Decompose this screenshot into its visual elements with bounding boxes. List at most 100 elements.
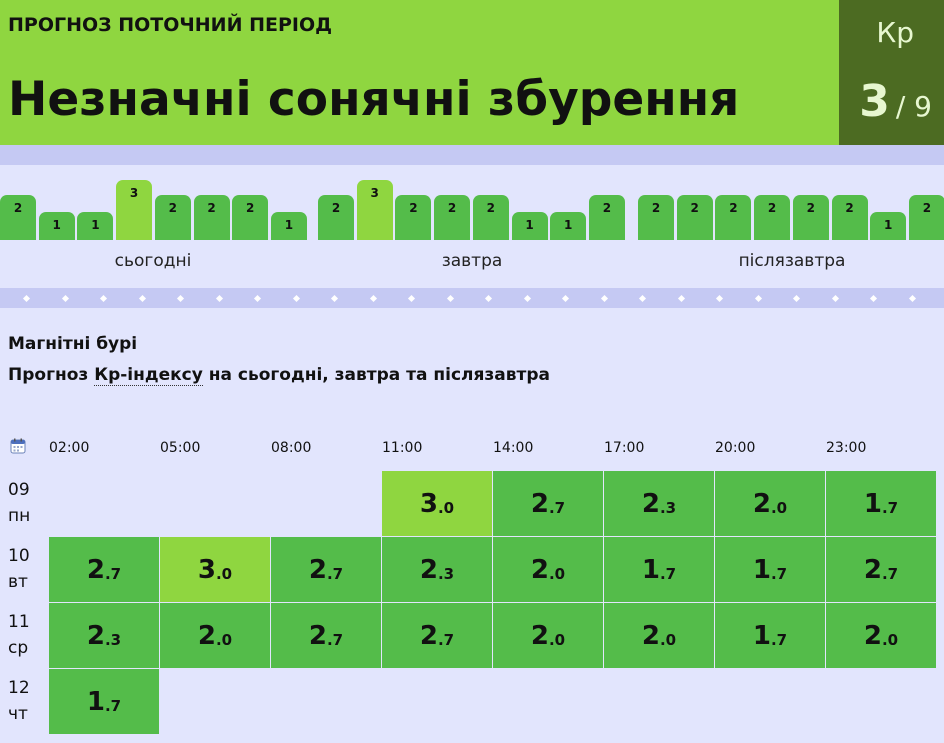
forecast-bar: 1 (870, 212, 907, 240)
forecast-bar: 1 (550, 212, 587, 240)
day-label: післязавтра (738, 251, 846, 271)
forecast-bar: 2 (588, 195, 625, 240)
divider-dot (677, 294, 685, 303)
kp-cell-int: 1 (641, 554, 660, 585)
divider-dot (369, 294, 377, 303)
forecast-bar: 2 (715, 195, 752, 240)
kp-cell-frac: .3 (104, 630, 122, 649)
divider-dot (754, 294, 762, 303)
forecast-bar-value: 1 (284, 218, 294, 232)
kp-cell: 2.0 (493, 537, 603, 602)
divider-dot (715, 294, 724, 303)
kp-cell-frac: .7 (104, 564, 122, 583)
kp-cell: 2.7 (493, 471, 603, 536)
kp-max: / 9 (895, 90, 932, 123)
divider-dot (869, 294, 878, 303)
subtitle-prefix: Прогноз (8, 365, 95, 385)
divider-dot (215, 294, 223, 303)
forecast-bar-value: 2 (486, 201, 495, 215)
divider-dot (99, 294, 108, 303)
dotted-divider (0, 288, 944, 308)
kp-cell: 2.7 (271, 537, 381, 602)
kp-cell-frac: .7 (770, 564, 788, 583)
forecast-bar: 1 (270, 212, 307, 240)
forecast-bar-value: 2 (602, 201, 612, 215)
kp-cell: 2.0 (826, 603, 936, 668)
kp-cell-int: 3 (419, 488, 438, 519)
forecast-bar-value: 3 (129, 186, 139, 200)
kp-cell-int: 2 (530, 620, 549, 651)
day-label: завтра (441, 251, 503, 271)
divider-dot (561, 294, 570, 303)
kp-cell-frac: .7 (326, 630, 344, 649)
forecast-bar-value: 2 (409, 201, 418, 215)
row-date-label: 10 вт (8, 543, 30, 595)
kp-cell-int: 2 (86, 620, 105, 651)
kp-cell-int: 2 (86, 554, 105, 585)
hour-label: 20:00 (715, 440, 756, 456)
forecast-bar: 3 (116, 180, 153, 240)
forecast-bar: 1 (511, 212, 548, 240)
divider-dot (831, 294, 839, 303)
forecast-bar-value: 3 (370, 186, 379, 200)
kp-index-abbr[interactable]: Кр-індексу (94, 365, 203, 386)
kp-cell: 2.7 (49, 537, 159, 602)
kp-cell: 1.7 (715, 537, 825, 602)
kp-cell-int: 2 (530, 488, 549, 519)
kp-cell: 3.0 (160, 537, 270, 602)
row-date: 11 (8, 612, 30, 632)
divider-dot (292, 294, 300, 303)
forecast-bar: 2 (0, 195, 36, 240)
hour-label: 11:00 (382, 440, 423, 456)
divider-dot (600, 294, 608, 303)
kp-cell-int: 1 (752, 620, 771, 651)
row-date: 12 (8, 678, 30, 698)
forecast-bar-value: 1 (564, 218, 573, 232)
divider-dot (176, 294, 185, 303)
header-banner: ПРОГНОЗ ПОТОЧНИЙ ПЕРІОД Незначні сонячні… (0, 0, 839, 145)
hour-label: 05:00 (160, 440, 201, 456)
kp-cell: 2.0 (715, 471, 825, 536)
kp-cell-int: 2 (530, 554, 549, 585)
kp-cell-frac: .7 (659, 564, 677, 583)
kp-cell-frac: .0 (659, 630, 677, 649)
forecast-bar: 2 (395, 195, 432, 240)
forecast-bar: 2 (232, 195, 269, 240)
hour-label: 08:00 (271, 440, 312, 456)
forecast-bar-value: 2 (651, 201, 661, 215)
kp-cell: 2.3 (604, 471, 714, 536)
divider-dot (330, 294, 339, 303)
kp-cell: 2.3 (382, 537, 492, 602)
forecast-bar-value: 2 (806, 201, 815, 215)
forecast-bar-value: 2 (447, 201, 457, 215)
kp-cell: 2.7 (271, 603, 381, 668)
kp-cell: 2.0 (160, 603, 270, 668)
hour-label: 17:00 (604, 440, 645, 456)
kp-cell: 2.3 (49, 603, 159, 668)
kp-cell: 3.0 (382, 471, 492, 536)
kp-cell-frac: .0 (770, 498, 788, 517)
row-weekday: пн (8, 506, 31, 526)
divider-dot (523, 294, 531, 303)
kp-cell-int: 2 (641, 620, 660, 651)
forecast-bar-value: 1 (52, 218, 61, 232)
forecast-bar-value: 2 (207, 201, 216, 215)
kp-value: 3 (859, 76, 890, 127)
divider-band (0, 145, 944, 165)
divider-dot (446, 294, 454, 303)
forecast-bar: 1 (38, 212, 75, 240)
kp-cell-int: 2 (752, 488, 771, 519)
section-title: Магнітні бурі (8, 334, 138, 354)
kp-cell-int: 1 (752, 554, 771, 585)
kp-cell-frac: .7 (881, 564, 899, 583)
headline: Незначні сонячні збурення (8, 72, 740, 127)
forecast-bar: 2 (638, 195, 674, 240)
kp-cell-int: 2 (308, 620, 327, 651)
kp-cell-int: 3 (197, 554, 216, 585)
forecast-bar-value: 2 (331, 201, 341, 215)
kp-cell-frac: .3 (659, 498, 677, 517)
forecast-bar: 2 (472, 195, 509, 240)
kp-cell: 2.7 (826, 537, 936, 602)
row-date-label: 11 ср (8, 609, 30, 661)
forecast-bar-value: 2 (690, 201, 699, 215)
